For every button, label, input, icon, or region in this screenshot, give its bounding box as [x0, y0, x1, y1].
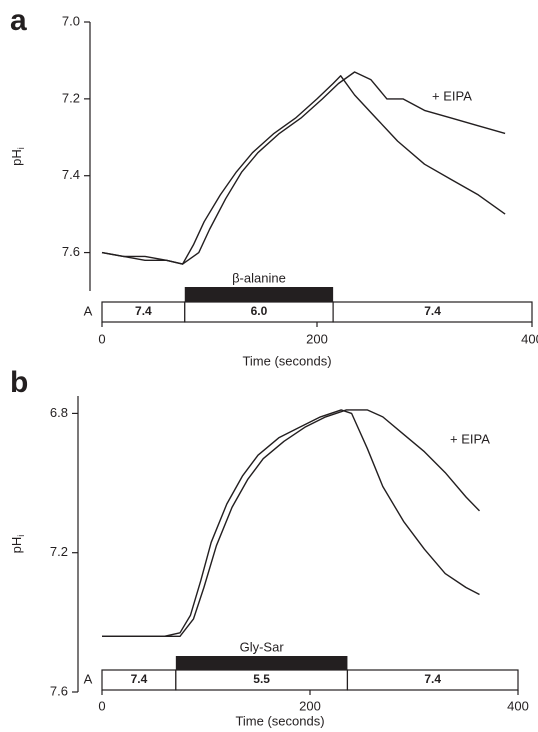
y-tick-label: 7.6: [50, 683, 68, 698]
series-label: + EIPA: [450, 431, 490, 446]
y-axis-label-sub: i: [16, 535, 26, 537]
y-tick-label: 7.6: [62, 244, 80, 259]
y-axis-label: pHi: [9, 147, 26, 166]
x-tick-label: 400: [521, 331, 538, 346]
data-line: [101, 71, 506, 265]
panel-label: a: [10, 4, 27, 37]
protocol-segment: [332, 301, 533, 323]
x-tick-label: 200: [306, 331, 328, 346]
treatment-bar: [175, 656, 348, 670]
x-tick-label: 200: [299, 698, 321, 713]
protocol-segment-label: 7.4: [135, 304, 152, 318]
y-axis-label: pHi: [9, 535, 26, 554]
protocol-segment-label: 7.4: [424, 672, 441, 686]
treatment-label: Gly-Sar: [240, 639, 285, 654]
treatment-label: β-alanine: [232, 270, 286, 285]
y-axis-label-sub: i: [16, 147, 26, 149]
x-tick-label: 0: [98, 331, 105, 346]
y-tick-label: 7.2: [62, 90, 80, 105]
treatment-bar: [184, 287, 334, 302]
protocol-segment-label: 5.5: [253, 672, 270, 686]
y-tick-label: 7.4: [62, 167, 80, 182]
protocol-segment: [346, 669, 519, 691]
protocol-label: A: [84, 303, 93, 318]
y-tick-label: 7.0: [62, 13, 80, 28]
x-tick-label: 0: [98, 698, 105, 713]
protocol-segment-label: 7.4: [131, 672, 148, 686]
x-axis-label: Time (seconds): [235, 713, 324, 728]
x-axis-label: Time (seconds): [242, 353, 331, 368]
data-line: [102, 409, 480, 637]
protocol-label: A: [84, 671, 93, 686]
protocol-segment-label: 7.4: [424, 304, 441, 318]
y-tick-label: 6.8: [50, 405, 68, 420]
y-axis-label-main: pH: [9, 537, 24, 554]
y-tick-label: 7.2: [50, 544, 68, 559]
x-tick-label: 400: [507, 698, 529, 713]
series-label: + EIPA: [432, 88, 472, 103]
y-axis-label-main: pH: [9, 149, 24, 166]
data-line: [101, 75, 506, 265]
panel-label: b: [10, 366, 28, 399]
protocol-segment-label: 6.0: [251, 304, 268, 318]
data-line: [102, 409, 481, 637]
